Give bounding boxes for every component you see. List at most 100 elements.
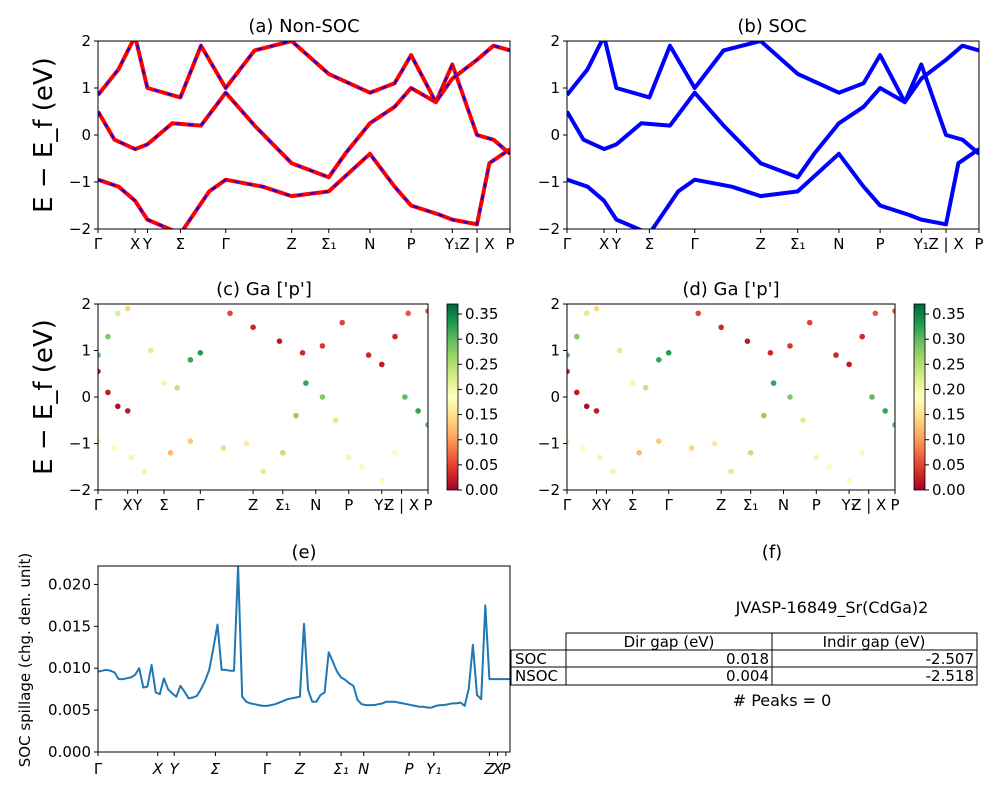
projection-point-33 [276, 338, 283, 345]
panel-c-xtick-label-8: P [344, 496, 353, 514]
panel-d-xtick-label-9: Y₁ [840, 496, 856, 514]
projection-point-41 [882, 408, 888, 414]
projection-point-3 [124, 408, 131, 414]
table-row-nsoc-indir: -2.518 [926, 667, 974, 685]
projection-point-43 [405, 310, 412, 317]
panel-e-xtick-label-0: Γ [94, 760, 103, 778]
projection-point-38 [846, 361, 852, 368]
colorbar-tick-label-2: 0.10 [932, 431, 965, 449]
projection-point-29 [846, 477, 852, 484]
colorbar-tick-label-0: 0.00 [932, 481, 965, 499]
panel-b-xtick-label-6: Σ₁ [790, 235, 806, 253]
panel-e: (e) SOC spillage (chg. den. unit) 0.000 0… [16, 542, 511, 778]
panel-a-xtick-label-10: Z | X [459, 235, 494, 253]
colorbar-tick-label-3: 0.15 [465, 406, 498, 424]
projection-point-4 [567, 352, 570, 358]
panel-e-xtick-label-4: Γ [263, 760, 272, 778]
panel-a-xtick-label-4: Γ [222, 235, 231, 253]
projection-point-24 [770, 380, 777, 386]
panel-c-ytick-label-3: 1 [81, 342, 91, 360]
panel-e-frame [97, 565, 511, 753]
colorbar-tick-label-5: 0.25 [465, 355, 498, 373]
panel-d-xtick-label-6: Σ₁ [743, 496, 759, 514]
projection-point-22 [280, 450, 286, 456]
projection-point-7 [593, 305, 600, 312]
colorbar-tick-label-3: 0.15 [932, 406, 965, 424]
panel-c-ylabel: E − E_f (eV) [29, 319, 59, 475]
panel-c: (c) Ga ['p'] E − E_f (eV) −2 −1 0 1 2 Γ X Y Σ Γ Z Σ… [29, 279, 498, 514]
projection-point-19 [220, 445, 227, 451]
projection-point-23 [761, 412, 767, 419]
projection-point-16 [665, 350, 672, 356]
panel-d-xtick-label-2: Y [601, 496, 612, 514]
panel-a-ytick-label-3: 1 [81, 79, 91, 97]
projection-point-11 [610, 468, 616, 475]
projection-point-2 [115, 403, 121, 410]
projection-point-14 [174, 384, 180, 391]
panel-b-xtick-label-8: P [876, 235, 885, 253]
panel-b-xtick-label-11: P [974, 235, 983, 253]
panel-a-ytick-label-4: 2 [81, 32, 91, 50]
projection-point-25 [787, 394, 793, 400]
projection-point-39 [392, 333, 398, 340]
colorbar-tick-label-7: 0.35 [465, 305, 498, 323]
panel-e-xtick-label-1: X [152, 760, 164, 778]
panel-b-xtick-label-4: Γ [691, 235, 700, 253]
table-row-nsoc-label: NSOC [515, 667, 558, 685]
projection-point-26 [332, 417, 339, 424]
projection-point-26 [800, 417, 806, 424]
projection-point-21 [260, 468, 266, 475]
panel-a-xtick-label-1: X [130, 235, 140, 253]
panel-b-ytick-label-1: −1 [538, 173, 560, 191]
panel-c-frame [97, 303, 429, 491]
projection-point-5 [574, 333, 580, 340]
panel-c-xtick-label-6: Σ₁ [275, 496, 291, 514]
peaks-count: # Peaks = 0 [733, 691, 832, 710]
projection-point-24 [303, 380, 309, 386]
soc-band-overlay-2 [98, 41, 510, 105]
panel-b-title: (b) SOC [737, 16, 806, 37]
projection-point-27 [346, 454, 352, 461]
projection-point-34 [767, 350, 774, 356]
projection-point-15 [187, 357, 194, 363]
projection-point-37 [833, 352, 839, 358]
nonsoc-band-0 [98, 147, 510, 229]
panel-e-ytick-label-1: 0.005 [48, 701, 91, 719]
panel-b-plot: −2 −1 0 1 2 Γ X Y Σ Γ Z Σ₁ N P Y₁ Z | X P [538, 32, 984, 253]
panel-c-ytick-label-2: 0 [81, 388, 91, 406]
projection-point-34 [299, 350, 306, 356]
panel-b-ytick-label-4: 2 [550, 32, 560, 50]
panel-d-frame [566, 303, 896, 491]
panel-d-xtick-label-7: N [778, 496, 789, 514]
panel-d-ytick-label-1: −1 [538, 435, 560, 453]
table-row-nsoc-dir: 0.004 [726, 667, 769, 685]
panel-e-ytick-label-2: 0.010 [48, 659, 91, 677]
projection-point-3 [593, 408, 600, 414]
projection-point-21 [728, 468, 734, 475]
colorbar-tick-label-2: 0.10 [465, 431, 498, 449]
spillage-line [98, 566, 510, 709]
panel-b: (b) SOC −2 −1 0 1 2 Γ X Y Σ Γ Z Σ₁ N P Y₁ Z | X P [538, 16, 984, 253]
panel-a: (a) Non-SOC E − E_f (eV) −2 −1 0 1 2 Γ X Y Σ Γ Z Σ₁… [29, 16, 515, 253]
projection-point-31 [695, 310, 701, 317]
panel-e-ytick-label-4: 0.020 [48, 575, 91, 593]
table-row-soc-label: SOC [515, 650, 547, 668]
projection-point-8 [567, 438, 570, 444]
panel-c-colorbar: 0.00 0.05 0.10 0.15 0.20 0.25 0.30 0.35 [446, 303, 498, 499]
panel-e-xtick-label-9: Y₁ [426, 760, 441, 778]
panel-a-ytick-label-1: −1 [69, 173, 91, 191]
projection-point-17 [167, 450, 174, 456]
panel-e-ylabel: SOC spillage (chg. den. unit) [16, 553, 34, 768]
panel-b-xtick-label-3: Σ [645, 235, 654, 253]
projection-point-19 [688, 445, 695, 451]
projection-point-44 [892, 308, 895, 314]
panel-b-xtick-label-2: Y [611, 235, 622, 253]
panel-a-xtick-label-6: Σ₁ [321, 235, 337, 253]
table-row-nsoc-indir-cell [771, 666, 978, 686]
projection-point-30 [392, 450, 398, 456]
panel-f: (f) JVASP-16849_Sr(CdGa)2 Dir gap (eV) I… [510, 542, 978, 710]
panel-a-xtick-label-11: P [505, 235, 514, 253]
panel-b-bands [567, 41, 979, 229]
